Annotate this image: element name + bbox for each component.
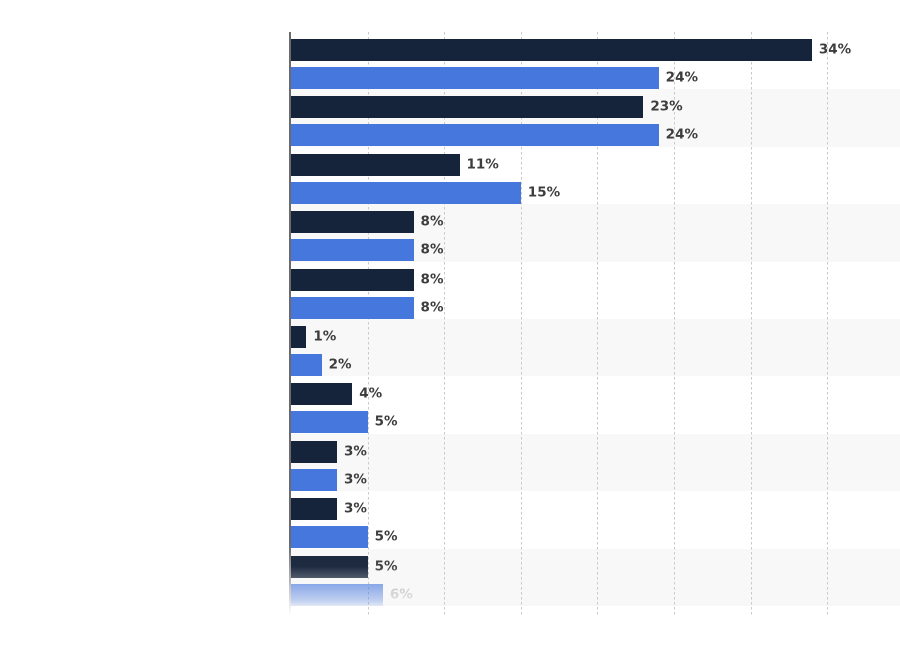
bar-group-item[interactable]: 8% [291, 239, 900, 262]
bar[interactable] [291, 96, 644, 119]
bar-row: Taxes11%15% [291, 147, 900, 204]
bar-value-label: 5% [374, 413, 398, 430]
bar-group-item[interactable]: 24% [291, 124, 900, 147]
bar[interactable] [291, 468, 337, 491]
bar[interactable] [291, 239, 414, 262]
bar-group-item[interactable]: 8% [291, 296, 900, 319]
bar-group-item[interactable]: 8% [291, 211, 900, 234]
bar-group-item[interactable]: 2% [291, 354, 900, 376]
bar[interactable] [291, 296, 414, 319]
bar-group-item[interactable]: 1% [291, 326, 900, 348]
bar[interactable] [291, 498, 337, 521]
bar-value-label: 5% [374, 528, 398, 545]
bar[interactable] [291, 268, 414, 291]
bar[interactable] [291, 181, 521, 204]
bar-value-label: 15% [527, 184, 561, 201]
bar-group-item[interactable]: 6% [291, 583, 900, 606]
row-band [291, 319, 900, 377]
bar-row: Cost/availability of insurance3%5% [291, 491, 900, 549]
bar-row: Competition from large businesses3%3% [291, 434, 900, 491]
y-axis-spine [289, 32, 291, 615]
bar-group-item[interactable]: 3% [291, 468, 900, 491]
bar-row: Poor sales4%5% [291, 376, 900, 434]
row-band [291, 433, 900, 492]
bar-group-item[interactable]: 15% [291, 181, 900, 204]
gridline [674, 32, 675, 615]
bar[interactable] [291, 153, 460, 176]
bar-value-label: 23% [650, 98, 683, 115]
bar[interactable] [291, 526, 368, 549]
bar[interactable] [291, 583, 383, 606]
bar-value-label: 24% [665, 69, 698, 86]
bar[interactable] [291, 411, 368, 434]
row-band [291, 548, 900, 606]
bar[interactable] [291, 383, 353, 406]
bar-group-item[interactable]: 3% [291, 440, 900, 463]
bar-group-item[interactable]: 34% [291, 39, 900, 61]
bar[interactable] [291, 124, 659, 147]
bar[interactable] [291, 67, 659, 89]
gridline [520, 32, 522, 615]
bar-value-label: 3% [343, 471, 367, 488]
bar-value-label: 2% [328, 356, 352, 373]
bar-value-label: 5% [374, 557, 398, 574]
bar-group-item[interactable]: 4% [291, 383, 900, 406]
bar-value-label: 8% [420, 298, 444, 315]
bar-value-label: 11% [466, 156, 499, 173]
bar-group-item[interactable]: 8% [291, 268, 900, 291]
bar-group-item[interactable]: 3% [291, 498, 900, 521]
bar-group-item[interactable]: 5% [291, 411, 900, 434]
bar[interactable] [291, 354, 322, 376]
bar-value-label: 8% [420, 213, 444, 230]
bar-group-item[interactable]: 5% [291, 555, 900, 578]
bar-row: Government regulations8%8% [291, 262, 900, 319]
bar[interactable] [291, 326, 307, 348]
bar[interactable] [291, 211, 414, 234]
bar-value-label: 6% [389, 585, 413, 602]
plot-area: Inflation34%24%Quality of labor23%24%Tax… [291, 32, 900, 615]
bar-value-label: 4% [359, 385, 383, 402]
gridline [367, 32, 369, 615]
bar[interactable] [291, 39, 812, 61]
bar-value-label: 1% [313, 328, 337, 345]
bar-value-label: 24% [665, 126, 698, 143]
gridline [827, 32, 829, 615]
bar-group-item[interactable]: 24% [291, 67, 900, 89]
bar-group-item[interactable]: 11% [291, 153, 900, 176]
bar-row: Quality of labor23%24% [291, 89, 900, 147]
bar-value-label: 8% [420, 270, 444, 287]
bar-row: Inflation34%24% [291, 32, 900, 89]
bar-group-item[interactable]: 5% [291, 526, 900, 549]
bar-value-label: 8% [420, 241, 444, 258]
bar-row: Cost of labor8%8% [291, 204, 900, 262]
bar-row: Other5%6% [291, 549, 900, 606]
gridline [597, 32, 599, 615]
bar-value-label: 34% [818, 41, 852, 58]
bar-row: Finance & interest rates1%2% [291, 319, 900, 376]
bar-group-item[interactable]: 23% [291, 96, 900, 119]
gridline [444, 32, 446, 615]
bar[interactable] [291, 555, 368, 578]
bar[interactable] [291, 440, 337, 463]
bar-value-label: 3% [343, 443, 367, 460]
bar-value-label: 3% [343, 500, 367, 517]
gridline [750, 32, 752, 615]
